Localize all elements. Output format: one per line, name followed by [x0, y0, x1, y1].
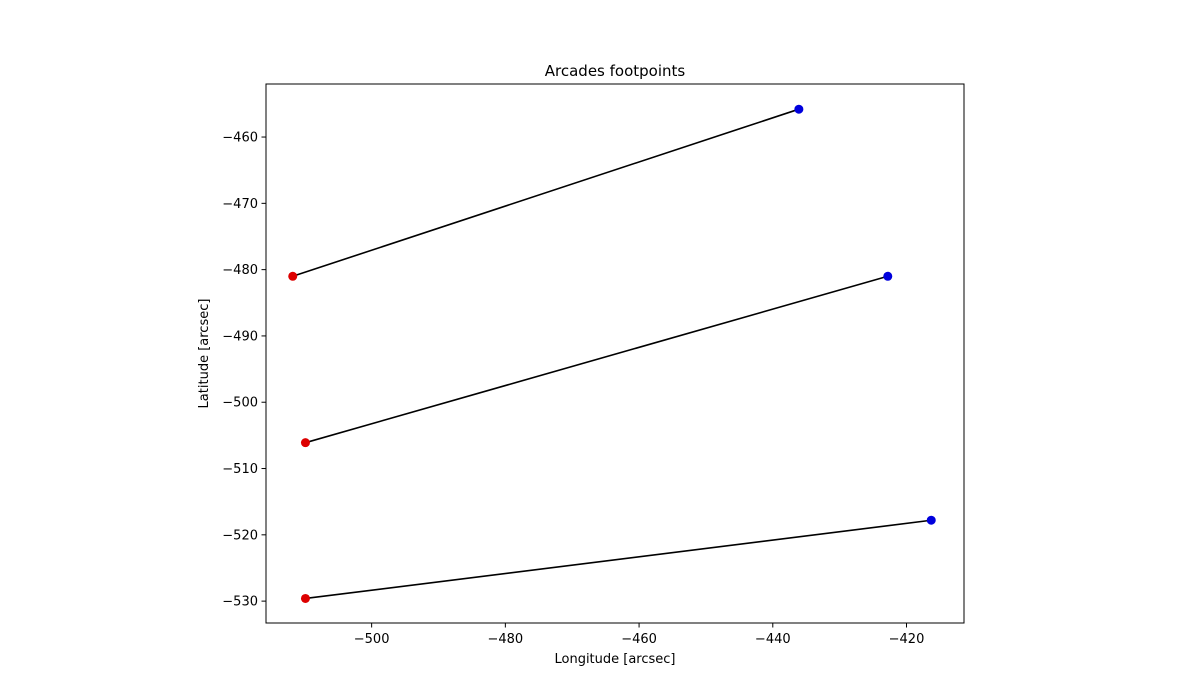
x-tick-label: −480	[487, 632, 523, 647]
x-tick-label: −440	[755, 632, 791, 647]
footpoint-end-marker	[794, 104, 804, 114]
x-tick-label: −460	[621, 632, 657, 647]
y-axis-ticks: −530 −520 −510 −500 −490 −480 −470 −460	[222, 131, 266, 610]
y-tick-label: −520	[222, 528, 258, 543]
plot-frame	[265, 83, 965, 624]
chart-title: Arcades footpoints	[545, 62, 686, 80]
footpoint-end-marker	[883, 271, 893, 281]
y-axis-label: Latitude [arcsec]	[197, 299, 212, 409]
arcade-line	[305, 519, 932, 600]
footpoint-start-marker	[300, 593, 310, 603]
y-tick-label: −470	[222, 197, 258, 212]
series-layer	[288, 104, 936, 603]
y-tick-label: −490	[222, 329, 258, 344]
arcade-line	[305, 275, 889, 444]
x-tick-label: −500	[354, 632, 390, 647]
footpoint-end-marker	[926, 515, 936, 525]
y-tick-label: −530	[222, 595, 258, 610]
x-tick-label: −420	[889, 632, 925, 647]
y-tick-label: −480	[222, 263, 258, 278]
arcade-line	[292, 108, 800, 278]
y-tick-label: −460	[222, 131, 258, 146]
y-tick-label: −510	[222, 462, 258, 477]
footpoint-start-marker	[288, 271, 298, 281]
footpoint-start-marker	[300, 438, 310, 448]
x-axis-label: Longitude [arcsec]	[554, 652, 675, 667]
x-axis-ticks: −500 −480 −460 −440 −420	[354, 623, 925, 647]
y-tick-label: −500	[222, 396, 258, 411]
